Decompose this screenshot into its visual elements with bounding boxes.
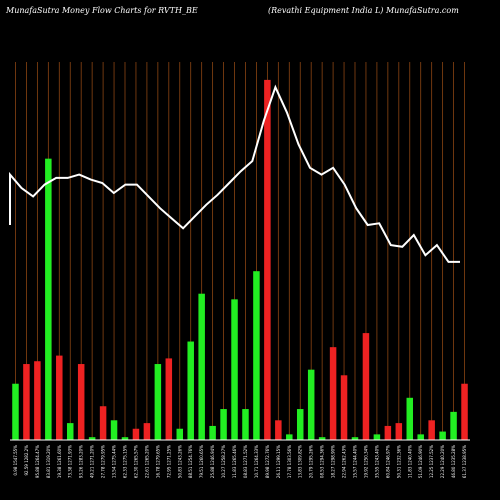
x-tick-label: 88.51 1254.76% bbox=[188, 445, 193, 478]
x-tick-label: 60.84 1246.97% bbox=[385, 445, 390, 478]
bar bbox=[143, 423, 151, 440]
x-tick-label: 79.51 1260.65% bbox=[199, 445, 204, 478]
x-tick-label: 13.83 1309.82% bbox=[298, 445, 303, 478]
x-tick-label: 11.83 1265.46% bbox=[232, 445, 237, 478]
bar bbox=[66, 423, 74, 440]
bar bbox=[110, 420, 118, 440]
x-tick-label: 51.09 1246.90% bbox=[418, 445, 423, 478]
volume-bars bbox=[12, 79, 468, 440]
x-tick-label: 46.80 1235.28% bbox=[451, 445, 456, 478]
bar bbox=[461, 383, 468, 440]
bar bbox=[220, 409, 227, 440]
bar bbox=[450, 411, 457, 440]
bar bbox=[198, 293, 205, 440]
bar bbox=[34, 361, 41, 440]
bar bbox=[275, 420, 282, 440]
bar bbox=[417, 434, 424, 440]
x-tick-label: 89.98 1272.76% bbox=[265, 445, 270, 478]
bar bbox=[373, 434, 381, 440]
x-tick-label: 20.79 1295.26% bbox=[309, 445, 314, 478]
x-tick-label: 25.88 1246.94% bbox=[210, 445, 215, 478]
x-tick-label: 22.61 1265.20% bbox=[144, 445, 149, 478]
bar bbox=[165, 358, 173, 440]
x-tick-label: 92.59 1282.2% bbox=[24, 445, 29, 476]
bar bbox=[45, 158, 52, 440]
bar bbox=[318, 437, 326, 440]
bar bbox=[384, 425, 392, 440]
x-tick-label: 17.78 1303.56% bbox=[287, 445, 292, 478]
x-tick-label: 22.94 1262.43% bbox=[342, 445, 347, 478]
bar bbox=[406, 397, 414, 440]
bar bbox=[154, 364, 162, 440]
bar bbox=[395, 423, 403, 440]
bar bbox=[99, 406, 107, 440]
bar bbox=[351, 437, 359, 440]
x-tick-label: 10.71 1264.33% bbox=[254, 445, 259, 478]
bar bbox=[307, 369, 315, 440]
x-tick-labels: 0.98 1547.55% 92.59 1282.2% 95.88 1264.47%… bbox=[13, 445, 467, 478]
x-tick-label: 16.78 1279.65% bbox=[155, 445, 160, 478]
chart-title-right: (Revathi Equipment India L) MunafaSutra.… bbox=[268, 6, 459, 15]
x-tick-label: 50.31 1232.36% bbox=[396, 445, 401, 478]
bar bbox=[286, 434, 293, 440]
bar bbox=[132, 428, 140, 440]
x-tick-label: 35.55 1243.40% bbox=[374, 445, 379, 478]
bar bbox=[209, 425, 216, 440]
bar bbox=[187, 341, 194, 440]
x-tick-label: 62.30 1265.57% bbox=[133, 445, 138, 478]
bar bbox=[428, 420, 435, 440]
bar bbox=[296, 409, 304, 440]
x-tick-label: 93.26 1283.20% bbox=[79, 445, 84, 478]
chart-title-left: MunafaSutra Money Flow Charts for RVTH_B… bbox=[6, 6, 198, 15]
x-tick-label: 26.11 1299.15% bbox=[276, 445, 281, 478]
x-tick-label: 19.92 1250.34% bbox=[363, 445, 368, 478]
bar bbox=[242, 409, 249, 440]
bar bbox=[253, 271, 260, 440]
x-tick-label: 27.78 1279.95% bbox=[101, 445, 106, 478]
x-tick-label: 62.33 1275.15% bbox=[123, 445, 128, 478]
x-tick-label: 22.29 1240.20% bbox=[440, 445, 445, 478]
bar bbox=[121, 437, 129, 440]
bar bbox=[329, 347, 337, 440]
bar bbox=[340, 375, 348, 440]
bar bbox=[56, 355, 63, 440]
x-tick-label: 08.53 1294.36% bbox=[320, 445, 325, 478]
x-tick-label: 83.81 1319.20% bbox=[46, 445, 51, 478]
price-line bbox=[9, 84, 460, 263]
x-tick-label: 49.21 1271.20% bbox=[90, 445, 95, 478]
x-tick-label: 12.25 1237.52% bbox=[429, 445, 434, 478]
x-tick-label: 19.38 1261.60% bbox=[57, 445, 62, 478]
x-tick-label: 11.83 1240.40% bbox=[407, 445, 412, 478]
x-tick-label: 15.57 1244.40% bbox=[353, 445, 358, 478]
x-tick-label: 08.83 1271.52% bbox=[243, 445, 248, 478]
x-tick-label: 10.27 1258.27% bbox=[221, 445, 226, 478]
x-tick-label: 61.37 1238.95% bbox=[462, 445, 467, 478]
bar bbox=[362, 333, 370, 440]
bar bbox=[12, 383, 19, 440]
x-tick-label: 50.83 1243.26% bbox=[177, 445, 182, 478]
bar bbox=[264, 79, 271, 440]
bar bbox=[88, 437, 96, 440]
x-tick-label: 13.54 1275.44% bbox=[112, 445, 117, 478]
x-tick-label: 18.27 1298.90% bbox=[331, 445, 336, 478]
x-tick-label: 95.88 1264.47% bbox=[35, 445, 40, 478]
bar bbox=[23, 364, 30, 440]
x-tick-label: 0.98 1547.55% bbox=[13, 445, 18, 476]
x-tick-label: 72.95 1271.25% bbox=[166, 445, 171, 478]
bar bbox=[439, 431, 446, 440]
x-tick-label: 73.38 1271.93% bbox=[68, 445, 73, 478]
bar bbox=[77, 364, 85, 440]
bar bbox=[231, 299, 238, 440]
bar bbox=[176, 428, 184, 440]
